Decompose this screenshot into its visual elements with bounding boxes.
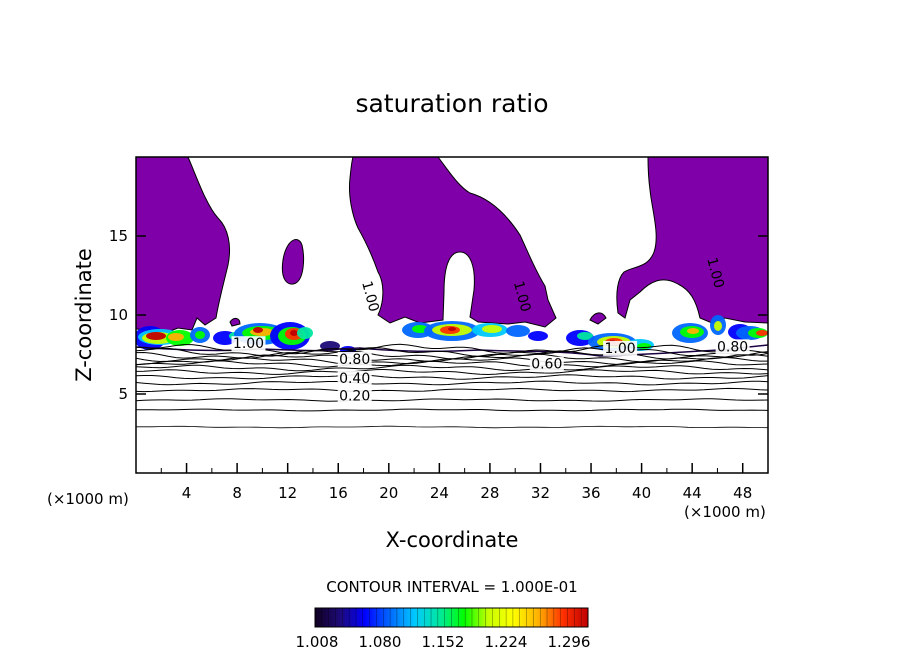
contour-label: 0.80 (339, 352, 370, 368)
x-tick-label: 8 (232, 484, 242, 502)
cloud-cell (687, 328, 699, 334)
colorbar-label: 1.152 (422, 633, 465, 651)
cloud-cell (448, 327, 456, 331)
chart-title: saturation ratio (355, 89, 548, 118)
y-tick-label: 10 (109, 306, 128, 324)
subsaturated-region (229, 317, 241, 327)
contour-line (136, 380, 768, 386)
x-tick-label: 12 (278, 484, 297, 502)
contour-label: 0.80 (717, 339, 748, 355)
x-tick-label: 24 (430, 484, 449, 502)
contour-line (136, 425, 768, 429)
contour-label-bg (231, 336, 266, 352)
contour-label: 1.00 (233, 336, 264, 352)
cloud-cell (714, 321, 722, 331)
y-axis-ticks: 5 10 15 (109, 227, 768, 403)
x-axis-unit-right: (×1000 m) (684, 503, 766, 521)
cloud-cell (528, 331, 548, 341)
contour-label-bg (529, 356, 564, 372)
x-axis-label: X-coordinate (386, 528, 519, 552)
contour-label-bg (603, 340, 638, 356)
y-axis-label: Z-coordinate (72, 248, 96, 382)
subsaturated-region (281, 239, 305, 285)
colorbar-label: 1.296 (548, 633, 591, 651)
subsaturated-region (616, 157, 768, 324)
contour-line (136, 364, 768, 372)
y-tick-label: 5 (118, 385, 128, 403)
contour-line (136, 360, 768, 368)
contour-line (136, 408, 768, 412)
y-tick-label: 15 (109, 227, 128, 245)
contour-label-bg (337, 388, 372, 404)
x-tick-label: 16 (329, 484, 348, 502)
contour-label-bg (715, 339, 750, 355)
x-tick-label: 20 (379, 484, 398, 502)
contour-label: 1.00 (703, 256, 727, 290)
cloud-cell (297, 327, 313, 339)
x-tick-label: 36 (581, 484, 600, 502)
contour-line (136, 374, 768, 380)
colorbar: 1.008 1.080 1.152 1.224 1.296 (296, 607, 591, 651)
contour-line (136, 368, 768, 376)
colorbar-label: 1.080 (359, 633, 402, 651)
colorbar-ticks (321, 608, 582, 627)
plot-area: 1.00 0.80 0.400.20 1.00 1.00 0.60 1.00 0.80 1.00 (136, 157, 768, 473)
subsaturated-region (349, 157, 557, 328)
cloud-cell (577, 332, 593, 340)
x-axis-ticks: 4 8 12 16 20 24 28 32 36 40 44 48 (160, 463, 752, 502)
x-tick-label: 4 (182, 484, 192, 502)
contour-interval-text: CONTOUR INTERVAL = 1.000E-01 (326, 578, 577, 596)
contour-label: 1.00 (510, 279, 534, 313)
subsaturated-regions (136, 157, 768, 334)
x-tick-label: 32 (531, 484, 550, 502)
subsaturated-region (136, 157, 231, 334)
contour-label: 0.60 (531, 357, 562, 373)
cloud-cell (146, 332, 166, 340)
contour-label: 1.00 (605, 341, 636, 357)
cloud-cell (168, 333, 184, 341)
x-tick-label: 48 (733, 484, 752, 502)
x-tick-label: 40 (632, 484, 651, 502)
contour-label: 1.00 (358, 279, 382, 313)
contour-line (136, 387, 768, 393)
cloud-cell (482, 325, 502, 333)
x-tick-label: 44 (683, 484, 702, 502)
contour-line (136, 398, 768, 402)
colorbar-label: 1.008 (296, 633, 339, 651)
cloud-cell (756, 330, 768, 336)
contour-lines (136, 343, 768, 429)
cloud-cell (253, 327, 263, 333)
colorbar-labels: 1.008 1.080 1.152 1.224 1.296 (296, 633, 591, 651)
contour-labels: 1.00 0.80 0.400.20 1.00 1.00 0.60 1.00 0.80 1.00 (231, 256, 750, 404)
colorbar-label: 1.224 (485, 633, 528, 651)
cloud-cell (290, 330, 298, 336)
contour-label: 0.20 (339, 388, 370, 404)
subsaturated-region (589, 312, 607, 325)
contour-line (136, 347, 768, 357)
contour-label-bg (337, 351, 372, 367)
x-tick-label: 28 (480, 484, 499, 502)
cloud-cell (195, 331, 205, 339)
contour-label-bg (337, 370, 372, 386)
x-axis-unit-left: (×1000 m) (47, 490, 129, 508)
cloud-cell (506, 325, 530, 337)
contour-line (136, 357, 768, 365)
contour-label: 0.40 (339, 371, 370, 387)
